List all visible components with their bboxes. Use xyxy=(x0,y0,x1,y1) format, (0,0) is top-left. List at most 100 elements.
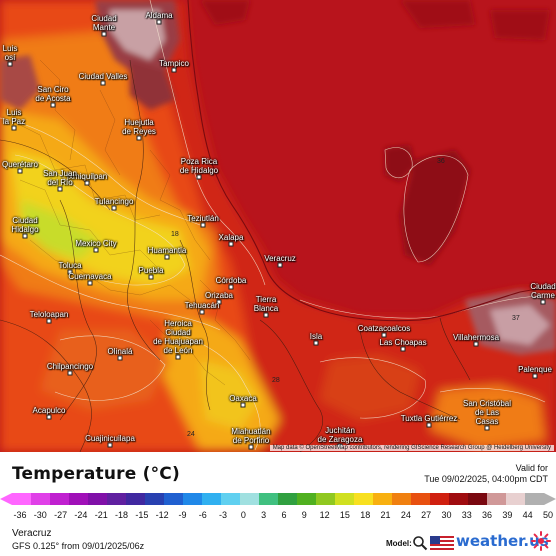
city-marker xyxy=(11,125,17,131)
city-marker xyxy=(100,80,106,86)
city-marker xyxy=(101,31,107,37)
colorbar-tick-label: -18 xyxy=(115,510,129,520)
colorbar-segment xyxy=(411,493,431,505)
city-marker xyxy=(50,102,56,108)
colorbar-tick-label: 15 xyxy=(339,510,350,520)
colorbar-tick-label: 27 xyxy=(421,510,432,520)
colorbar-segment xyxy=(468,493,488,505)
colorbar-max-arrow xyxy=(544,493,556,505)
city-marker xyxy=(46,318,52,324)
city-marker xyxy=(240,402,246,408)
colorbar-segment xyxy=(392,493,412,505)
city-marker xyxy=(200,222,206,228)
colorbar-segment xyxy=(373,493,393,505)
city-marker xyxy=(148,274,154,280)
colorbar-tick-label: 0 xyxy=(240,510,246,520)
colorbar-tick-label: 9 xyxy=(301,510,307,520)
colorbar-segment xyxy=(50,493,70,505)
contour-value-label: 24 xyxy=(187,431,195,438)
city-marker xyxy=(93,247,99,253)
city-marker xyxy=(313,340,319,346)
city-marker xyxy=(199,309,205,315)
model-run: GFS 0.125° from 09/01/2025/06z xyxy=(12,541,145,551)
brand-logo-icon xyxy=(531,531,551,551)
city-marker xyxy=(67,370,73,376)
city-marker xyxy=(532,373,538,379)
temperature-map xyxy=(0,0,556,452)
colorbar-tick-label: -3 xyxy=(219,510,228,520)
city-marker xyxy=(196,174,202,180)
location-name: Veracruz xyxy=(12,528,52,539)
colorbar-segment xyxy=(88,493,108,505)
colorbar-tick-label: -24 xyxy=(74,510,88,520)
city-marker xyxy=(57,186,63,192)
colorbar-segment xyxy=(297,493,317,505)
city-marker xyxy=(473,341,479,347)
colorbar-segment xyxy=(278,493,298,505)
colorbar-segment xyxy=(107,493,127,505)
city-marker xyxy=(156,19,162,25)
city-marker xyxy=(171,67,177,73)
colorbar-segment xyxy=(506,493,526,505)
city-marker xyxy=(67,269,73,275)
colorbar-tick-label: -36 xyxy=(13,510,27,520)
brand-logo-text[interactable]: weather.us xyxy=(456,532,549,550)
colorbar-segment xyxy=(354,493,374,505)
city-marker xyxy=(7,61,13,67)
map-area[interactable]: Ciudad Mante Aldama Luis osí Tampico Ciudad … xyxy=(0,0,556,452)
colorbar-segment xyxy=(449,493,469,505)
contour-value-label: 18 xyxy=(171,231,179,238)
city-marker xyxy=(484,425,490,431)
colorbar-tick-label: 12 xyxy=(319,510,330,520)
colorbar-tick-label: 50 xyxy=(542,510,554,520)
colorbar-tick-label: 36 xyxy=(482,510,493,520)
valid-for-label: Valid for xyxy=(515,463,548,473)
city-marker xyxy=(136,135,142,141)
legend-panel: Temperature (°C) Valid for Tue 09/02/202… xyxy=(0,452,556,556)
city-marker xyxy=(107,442,113,448)
colorbar-tick-label: 24 xyxy=(400,510,411,520)
temperature-colorbar xyxy=(0,493,556,505)
colorbar-segment xyxy=(335,493,355,505)
colorbar-tick-label: 33 xyxy=(461,510,472,520)
colorbar-segment xyxy=(12,493,32,505)
city-marker xyxy=(175,354,181,360)
city-marker xyxy=(164,254,170,260)
colorbar-tick-label: -9 xyxy=(178,510,187,520)
city-marker xyxy=(216,299,222,305)
colorbar-segment xyxy=(487,493,507,505)
colorbar-segment xyxy=(69,493,89,505)
legend-title: Temperature (°C) xyxy=(12,464,180,484)
colorbar-min-arrow xyxy=(0,493,12,505)
city-marker xyxy=(426,422,432,428)
colorbar-tick-label: -30 xyxy=(33,510,47,520)
valid-time: Tue 09/02/2025, 04:00pm CDT xyxy=(424,474,548,484)
city-marker xyxy=(381,332,387,338)
colorbar-tick-label: 18 xyxy=(360,510,371,520)
colorbar-segment xyxy=(259,493,279,505)
magnifier-hd-icon[interactable] xyxy=(412,535,428,551)
city-marker xyxy=(87,280,93,286)
colorbar-tick-label: -21 xyxy=(94,510,108,520)
us-flag-icon xyxy=(430,536,454,550)
city-marker xyxy=(22,233,28,239)
city-marker xyxy=(263,312,269,318)
city-marker xyxy=(111,205,117,211)
colorbar-tick-label: -12 xyxy=(155,510,169,520)
colorbar-tick-label: 3 xyxy=(261,510,267,520)
colorbar-tick-label: 30 xyxy=(441,510,452,520)
colorbar-segment xyxy=(145,493,165,505)
contour-value-label: 28 xyxy=(272,377,280,384)
city-marker xyxy=(84,180,90,186)
model-label: Model: xyxy=(386,539,412,548)
city-marker xyxy=(228,241,234,247)
map-attribution[interactable]: Map data © OpenStreetMap contributors, r… xyxy=(269,445,554,451)
colorbar-segment xyxy=(183,493,203,505)
contour-value-label: 36 xyxy=(437,158,445,165)
colorbar-tick-label: 21 xyxy=(380,510,391,520)
city-marker xyxy=(400,346,406,352)
colorbar-tick-label: 44 xyxy=(522,510,533,520)
contour-value-label: 37 xyxy=(512,315,520,322)
city-marker xyxy=(228,284,234,290)
city-marker xyxy=(117,355,123,361)
